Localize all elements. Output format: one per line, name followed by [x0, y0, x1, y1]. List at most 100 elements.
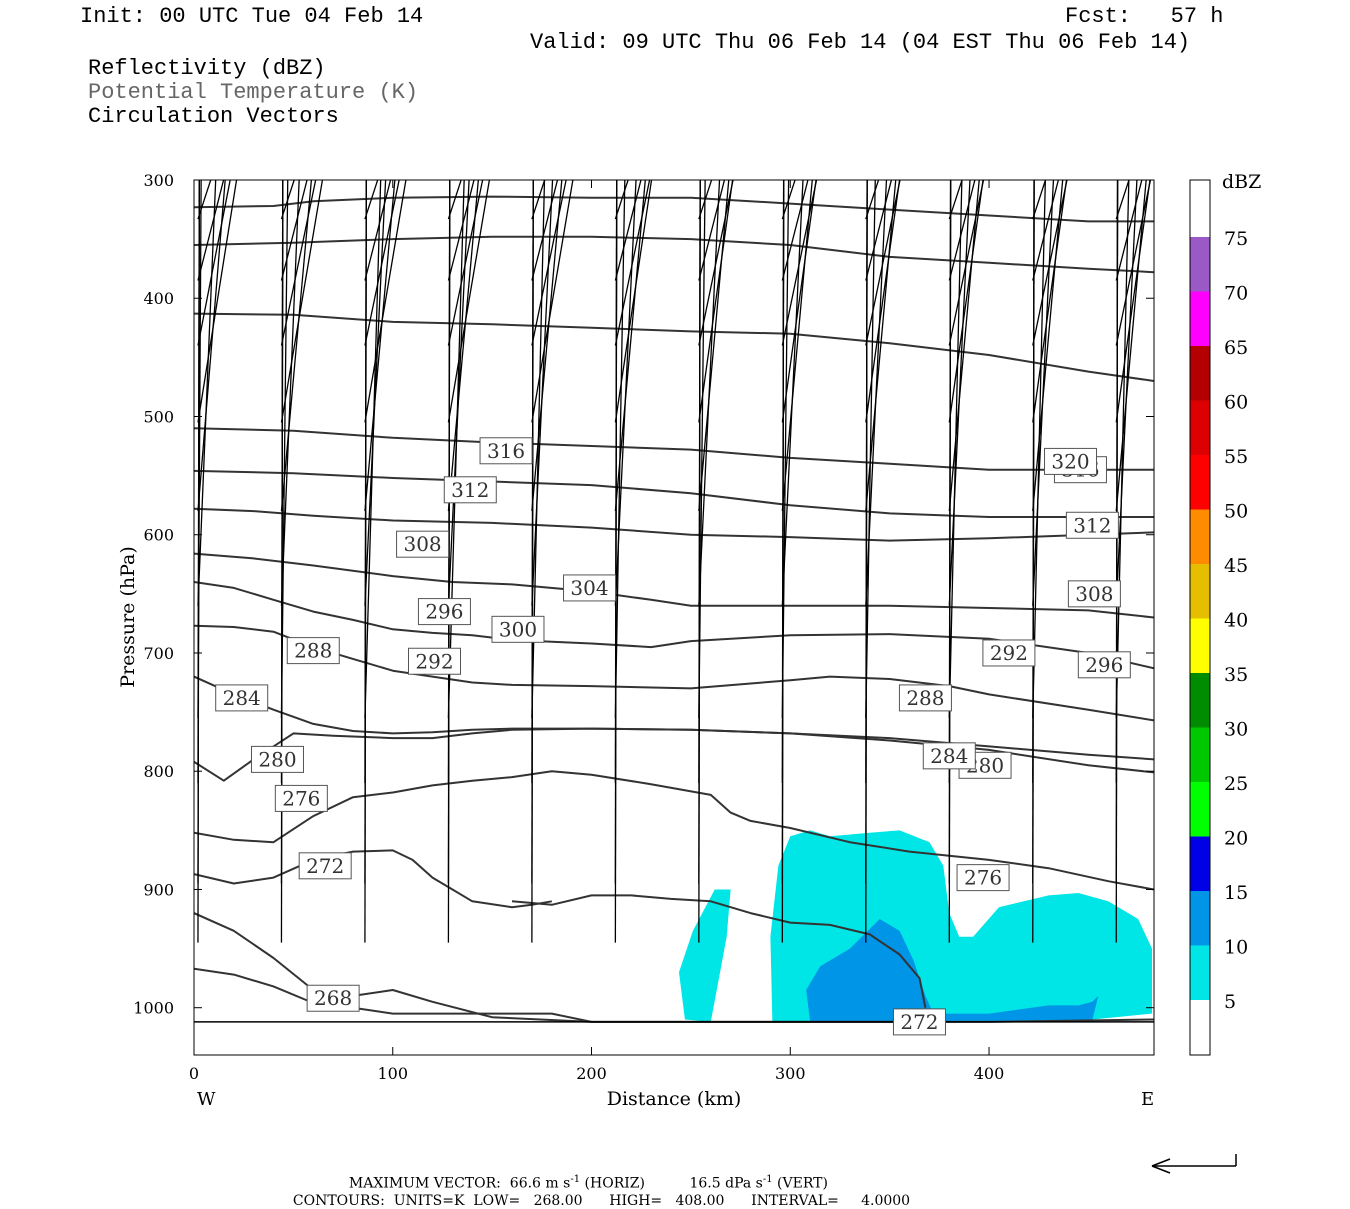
contour-label-box	[396, 530, 450, 558]
contour-label-box	[892, 1008, 946, 1036]
contour-label: 284	[215, 684, 269, 712]
vector-shaft	[781, 180, 790, 719]
circulation-vector	[614, 180, 618, 943]
vector-shaft	[865, 180, 901, 346]
contour-label-text: 284	[223, 686, 261, 710]
circulation-vector	[614, 180, 629, 220]
contour-label: 316	[479, 437, 533, 465]
circulation-vector	[614, 180, 642, 281]
contour-label-text: 276	[964, 866, 1002, 890]
colorbar-tick-label: 70	[1224, 283, 1248, 305]
contour-label: 320	[1044, 447, 1098, 475]
vector-shaft	[447, 180, 475, 281]
circulation-vector	[197, 180, 225, 281]
vector-shaft	[948, 180, 963, 719]
contour-label-text: 320	[1051, 449, 1089, 473]
theta-contour-304	[194, 469, 1154, 518]
x-axis-title: Distance (km)	[607, 1088, 742, 1110]
y-tick-label: 700	[143, 644, 174, 663]
contour-label: 272	[892, 1008, 946, 1036]
circulation-vector	[614, 180, 651, 346]
contour-label-box	[922, 742, 976, 770]
vector-shaft	[280, 180, 289, 719]
contour-label: 300	[491, 615, 545, 643]
vector-shaft	[865, 180, 876, 719]
colorbar-outline	[1189, 179, 1211, 1056]
vector-shaft	[280, 180, 324, 423]
vector-shaft	[197, 180, 212, 220]
vector-shaft	[865, 180, 897, 512]
vector-shaft	[197, 180, 200, 943]
contour-label-box	[1044, 447, 1098, 475]
vector-shaft	[781, 180, 785, 943]
vector-shaft	[781, 180, 809, 281]
circulation-vector	[698, 180, 721, 606]
colorbar-swatch-60	[1190, 346, 1210, 401]
circulation-vector	[781, 180, 809, 281]
vector-shaft	[531, 180, 546, 719]
circulation-vector	[865, 180, 880, 220]
circulation-vector	[698, 180, 730, 512]
circulation-vector	[781, 180, 804, 606]
vector-shaft	[447, 180, 451, 943]
theta-contour-272b	[511, 894, 927, 1008]
vector-shaft	[865, 180, 880, 220]
contour-label-box	[443, 476, 497, 504]
theta-contour-316	[194, 235, 1154, 274]
init-time: Init: 00 UTC Tue 04 Feb 14	[80, 4, 424, 29]
circulation-vector	[531, 180, 534, 943]
circulation-vector	[447, 180, 451, 943]
vector-shaft	[865, 180, 888, 606]
vector-shaft	[280, 180, 317, 346]
colorbar-tick-label: 45	[1224, 555, 1248, 577]
vector-shaft	[1115, 180, 1147, 512]
contour-label: 296	[1077, 651, 1131, 679]
circulation-vector	[447, 180, 462, 220]
circulation-vector	[1032, 180, 1068, 423]
colorbar-swatch-10	[1190, 891, 1210, 946]
colorbar-swatch-55	[1190, 400, 1210, 455]
contour-label: 292	[982, 639, 1036, 667]
circulation-vector	[781, 180, 796, 220]
colorbar-tick-label: 75	[1224, 228, 1248, 250]
contour-label-text: 296	[1085, 653, 1123, 677]
colorbar-swatch-15	[1190, 836, 1210, 891]
contour-label-text: 272	[900, 1010, 938, 1034]
reflectivity-area-5dbz	[678, 889, 731, 1022]
colorbar-swatch-5	[1190, 945, 1210, 1000]
vector-shaft	[531, 180, 546, 220]
vert-exponent: -1	[762, 1174, 773, 1185]
circulation-vector	[865, 180, 901, 346]
vector-shaft	[364, 180, 400, 346]
circulation-vector	[781, 180, 790, 719]
colorbar-tick-label: 5	[1224, 991, 1236, 1013]
contour-label-box	[491, 615, 545, 643]
contour-label-box	[1067, 580, 1121, 608]
vector-shaft	[698, 180, 701, 943]
circulation-vector	[698, 180, 701, 943]
y-tick-label: 800	[143, 762, 174, 781]
vector-shaft	[280, 180, 308, 281]
vector-shaft	[698, 180, 734, 346]
y-axis-title: Pressure (hPa)	[117, 546, 139, 688]
circulation-vector	[698, 180, 706, 719]
circulation-vector	[280, 180, 295, 220]
vector-shaft	[781, 180, 818, 346]
circulation-vector	[1115, 180, 1119, 943]
circulation-vector	[865, 180, 901, 423]
x-tick-label: 300	[775, 1064, 806, 1083]
y-tick-label: 900	[143, 880, 174, 899]
contour-label-text: 300	[499, 617, 537, 641]
circulation-vector	[1032, 180, 1068, 346]
circulation-vector	[280, 180, 300, 606]
colorbar-tick-label: 15	[1224, 882, 1248, 904]
circulation-vector	[781, 180, 813, 512]
contours-low: LOW= 268.00	[473, 1193, 583, 1209]
circulation-vector	[447, 180, 484, 346]
circulation-vector	[614, 180, 637, 606]
vector-shaft	[698, 180, 706, 719]
max-vector-vert: 16.5 dPa s	[689, 1175, 763, 1192]
circulation-vector	[197, 180, 200, 943]
plot-frame	[193, 179, 1155, 1056]
